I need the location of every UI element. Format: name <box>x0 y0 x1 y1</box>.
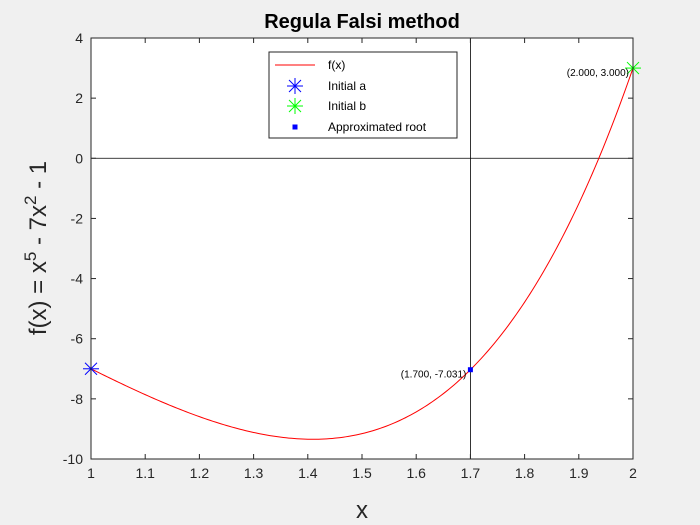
x-tick-label: 1.9 <box>569 465 589 481</box>
x-tick-label: 2 <box>629 465 637 481</box>
reference-lines <box>91 38 633 459</box>
y-tick-label: 0 <box>75 150 83 166</box>
annotation-label: (2.000, 3.000) <box>567 68 629 79</box>
y-label-middle: - 7x <box>25 205 52 252</box>
legend-swatch-approx-root <box>292 124 298 130</box>
x-tick-label: 1.5 <box>352 465 372 481</box>
legend-swatch-initial-a <box>287 78 303 94</box>
x-axis: 1 1.1 1.2 1.3 1.4 1.5 1.6 1.7 1.8 1.9 2 <box>87 38 637 481</box>
legend: f(x) Initial a Initial b Approximated ro… <box>268 51 458 139</box>
y-label-exp2: 2 <box>21 196 40 205</box>
annotation-label: (1.700, -7.031) <box>401 370 467 381</box>
legend-label-approx-root: Approximated root <box>328 120 427 134</box>
y-tick-label: -2 <box>71 210 84 226</box>
y-tick-label: 4 <box>75 30 83 46</box>
y-label-suffix: - 1 <box>25 161 52 196</box>
x-tick-label: 1 <box>87 465 95 481</box>
series-line-group <box>90 67 634 440</box>
x-tick-label: 1.3 <box>244 465 264 481</box>
y-tick-label: 2 <box>75 90 83 106</box>
legend-label-initial-b: Initial b <box>328 99 366 113</box>
y-tick-label: -10 <box>63 451 83 467</box>
y-label-exp1: 5 <box>21 252 40 261</box>
x-axis-label: x <box>356 497 368 524</box>
legend-label-initial-a: Initial a <box>328 79 366 93</box>
y-axis-label: f(x) = x5 - 7x2 - 1 <box>21 161 52 335</box>
annotations-group: (1.700, -7.031) (2.000, 3.000) <box>401 68 629 381</box>
x-tick-label: 1.1 <box>135 465 155 481</box>
x-tick-label: 1.7 <box>461 465 481 481</box>
x-tick-label: 1.2 <box>190 465 210 481</box>
x-tick-label: 1.8 <box>515 465 535 481</box>
series-line-fx <box>90 67 634 440</box>
y-label-prefix: f(x) = x <box>25 261 52 335</box>
legend-label-fx: f(x) <box>328 58 345 72</box>
y-tick-label: -4 <box>71 271 84 287</box>
y-axis: -10 -8 -6 -4 -2 0 2 4 <box>63 30 633 467</box>
y-tick-label: -6 <box>71 331 84 347</box>
x-tick-label: 1.4 <box>298 465 318 481</box>
legend-box <box>268 51 458 139</box>
x-tick-label: 1.6 <box>406 465 426 481</box>
legend-swatch-initial-b <box>287 98 303 114</box>
marker-approximated-root <box>467 367 473 373</box>
chart-title: Regula Falsi method <box>264 11 460 33</box>
y-tick-label: -8 <box>71 391 84 407</box>
